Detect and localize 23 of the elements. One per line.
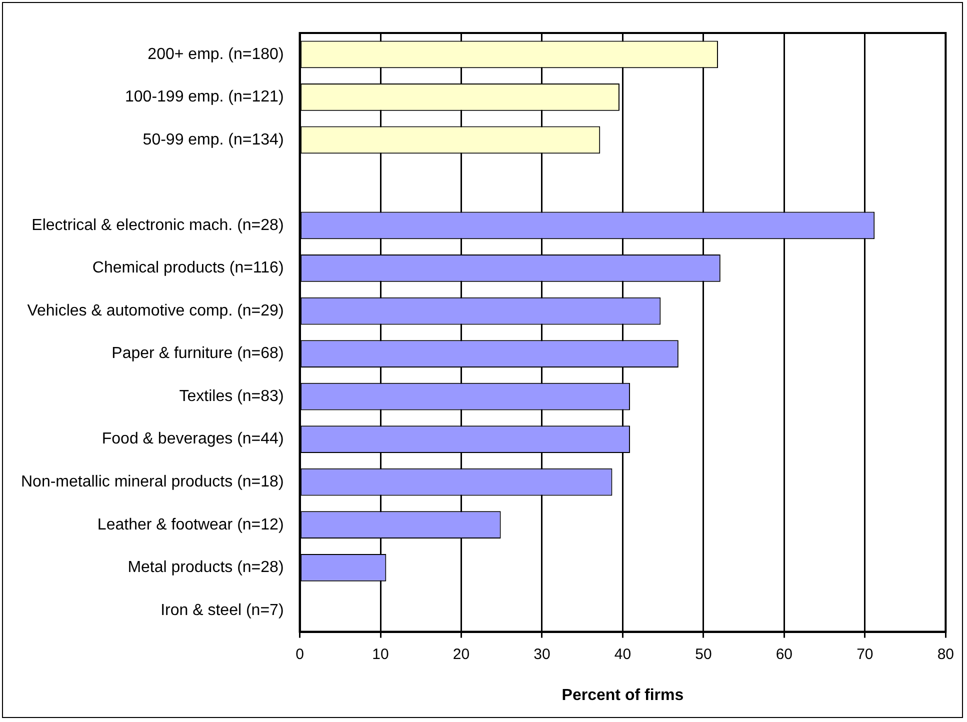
y-tick-label: Vehicles & automotive comp. (n=29): [27, 302, 284, 320]
x-axis-title: Percent of firms: [562, 686, 684, 704]
y-tick-label: 200+ emp. (n=180): [148, 46, 284, 63]
y-tick-label: 100-199 emp. (n=121): [124, 88, 284, 106]
y-tick-label: Iron & steel (n=7): [160, 602, 284, 619]
x-tick-label: 50: [695, 646, 712, 663]
x-tick-label: 10: [372, 646, 389, 663]
y-tick-label: Textiles (n=83): [179, 388, 284, 405]
y-tick-label: Metal products (n=28): [128, 559, 284, 576]
y-tick-label: Chemical products (n=116): [92, 260, 284, 277]
y-tick-label: Paper & furniture (n=68): [112, 345, 284, 362]
y-tick-label: Leather & footwear (n=12): [97, 516, 284, 534]
x-tick-label: 0: [296, 646, 304, 663]
x-tick-label: 60: [776, 646, 793, 663]
x-tick-label: 40: [614, 646, 632, 663]
y-tick-label: Non-metallic mineral products (n=18): [20, 474, 284, 491]
x-tick-label: 80: [937, 646, 954, 663]
x-tick-label: 70: [856, 646, 874, 663]
y-tick-label: Food & beverages (n=44): [102, 430, 284, 448]
x-tick-label: 30: [534, 646, 550, 663]
x-tick-label: 20: [452, 646, 470, 663]
y-tick-label: Electrical & electronic mach. (n=28): [32, 216, 284, 234]
y-tick-label: 50-99 emp. (n=134): [142, 131, 284, 148]
